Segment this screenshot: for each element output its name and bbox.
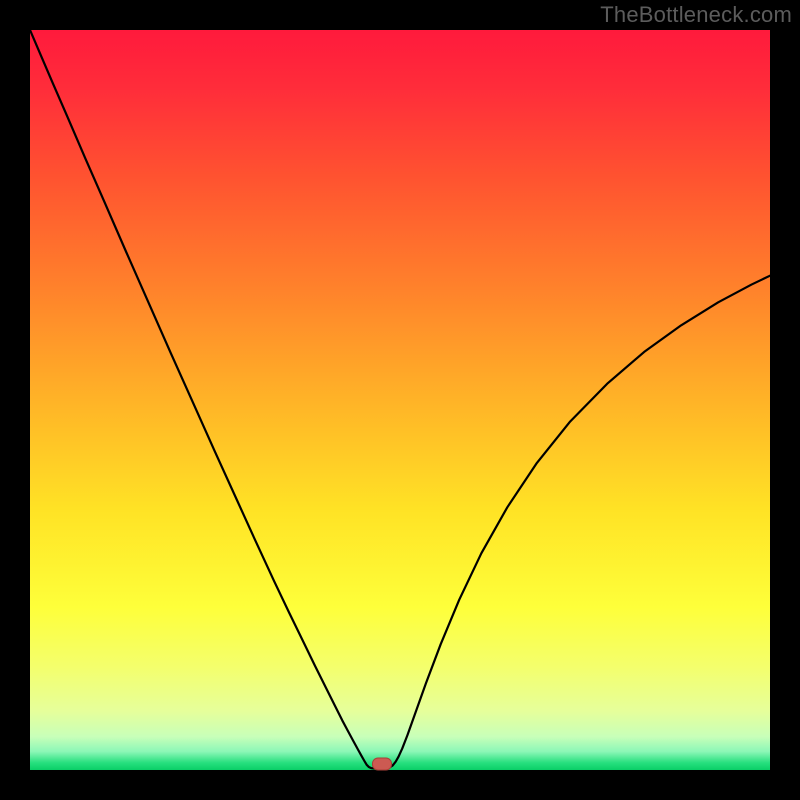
optimal-point-marker bbox=[372, 758, 392, 771]
bottleneck-curve bbox=[30, 30, 770, 770]
plot-area bbox=[30, 30, 770, 770]
watermark-text: TheBottleneck.com bbox=[600, 2, 792, 28]
outer-frame bbox=[0, 0, 800, 800]
